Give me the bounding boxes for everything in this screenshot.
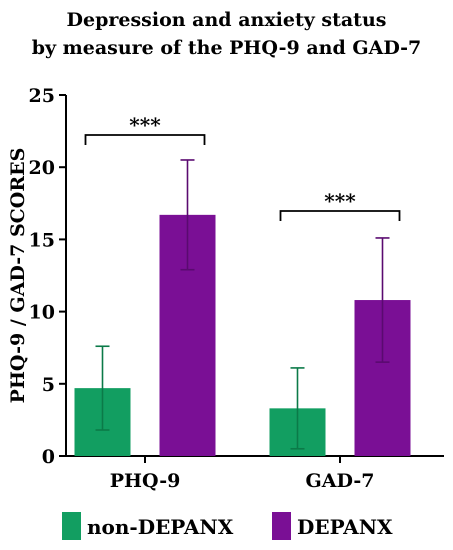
x-tick-label: GAD-7 bbox=[306, 470, 375, 492]
y-tick-label: 15 bbox=[29, 229, 55, 251]
significance-bracket bbox=[84, 134, 206, 145]
significance-bracket bbox=[279, 210, 401, 221]
chart-bars bbox=[74, 159, 411, 456]
chart-title-line-1: Depression and anxiety status bbox=[66, 9, 387, 31]
legend-swatch-depanx bbox=[272, 512, 291, 540]
significance-brackets: *** *** bbox=[84, 113, 401, 221]
chart-legend: non-DEPANX DEPANX bbox=[62, 512, 393, 540]
legend-label-depanx: DEPANX bbox=[297, 515, 393, 539]
y-tick-label: 10 bbox=[29, 302, 55, 324]
y-tick-label: 5 bbox=[42, 374, 55, 396]
y-axis-label: PHQ-9 / GAD-7 SCORES bbox=[7, 148, 29, 404]
y-tick-label: 25 bbox=[29, 85, 55, 107]
y-tick-label: 0 bbox=[42, 446, 55, 468]
significance-label: *** bbox=[324, 189, 356, 213]
chart-title-line-2: by measure of the PHQ-9 and GAD-7 bbox=[31, 37, 422, 59]
chart-title: Depression and anxiety status by measure… bbox=[0, 6, 453, 62]
significance-label: *** bbox=[129, 113, 161, 137]
x-tick-label: PHQ-9 bbox=[110, 470, 181, 492]
legend-swatch-non-depanx bbox=[62, 512, 81, 540]
legend-label-non-depanx: non-DEPANX bbox=[87, 515, 234, 539]
y-tick-label: 20 bbox=[29, 157, 55, 179]
